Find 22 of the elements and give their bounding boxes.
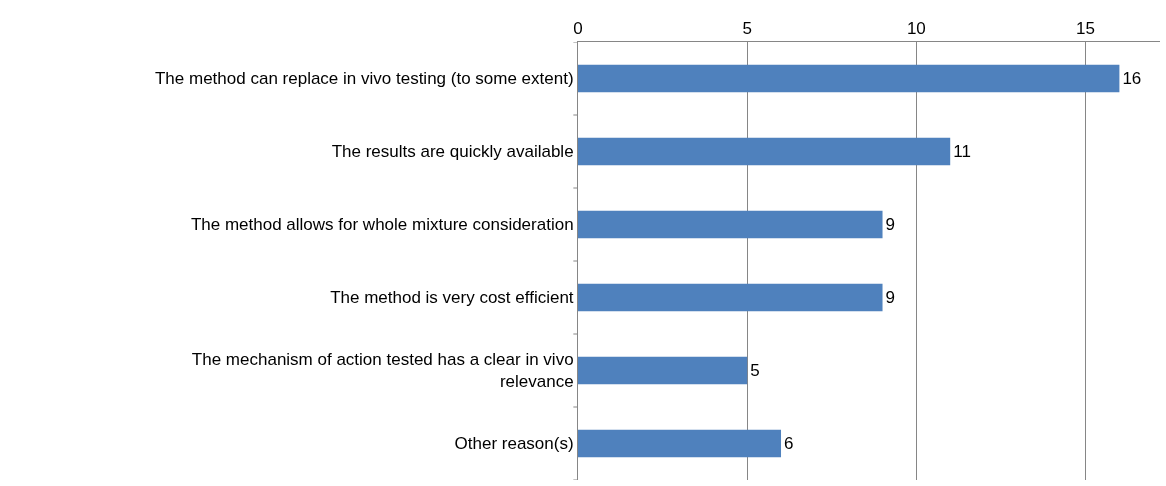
x-tick-label: 10: [906, 19, 926, 39]
data-label: 6: [784, 434, 794, 453]
bar: [578, 210, 883, 239]
bar: [578, 137, 951, 166]
y-tick-label: The results are quickly available: [331, 142, 574, 162]
bar: [578, 283, 883, 312]
data-label: 9: [885, 215, 895, 234]
bar: [578, 64, 1120, 93]
data-label: 9: [885, 288, 895, 307]
bar: [578, 356, 748, 385]
bar: [578, 429, 782, 458]
data-label: 11: [953, 142, 971, 161]
y-tick-label: Other reason(s): [454, 434, 574, 454]
x-tick-label: 5: [742, 19, 752, 39]
data-label: 16: [1122, 69, 1142, 88]
y-tick-label: The method allows for whole mixture consideration: [190, 215, 574, 235]
x-tick-label: 15: [1076, 19, 1096, 39]
y-tick-label: The method can replace in vivo testing (to some extent): [154, 69, 574, 89]
data-label: 5: [750, 361, 760, 380]
x-tick-label: 0: [573, 19, 583, 39]
y-tick-label: The mechanism of action tested has a clear in vivo relevance: [191, 350, 574, 392]
y-tick-label: The method is very cost efficient: [330, 288, 574, 308]
